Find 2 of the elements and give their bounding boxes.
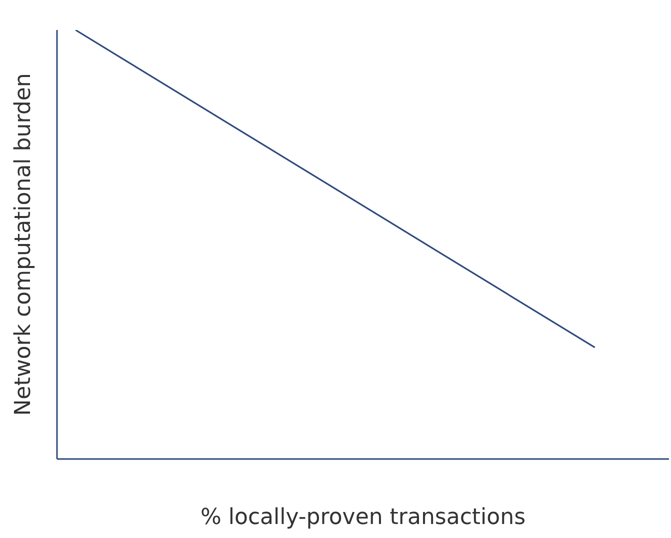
y-axis-title: Network computational burden xyxy=(10,73,36,416)
x-axis-title: % locally-proven transactions xyxy=(200,505,526,530)
